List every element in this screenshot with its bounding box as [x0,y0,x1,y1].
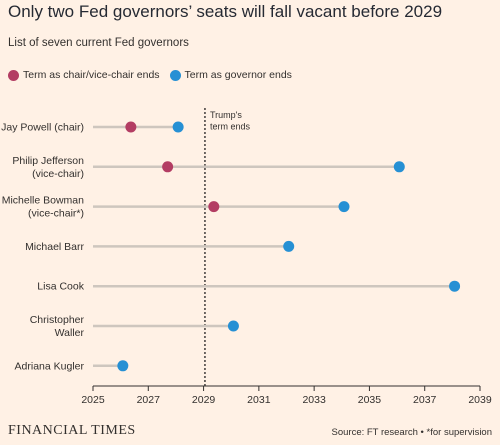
governor-term-dot [172,121,184,133]
governor-term-dot [117,360,129,372]
x-tick-label: 2027 [137,394,161,406]
governor-label: Michael Barr [25,241,84,253]
governor-term-dot [449,280,461,292]
x-tick-label: 2039 [468,394,492,406]
reference-line-label: Trump's [210,110,242,120]
governor-label: Philip Jefferson [12,155,84,167]
legend-chair-dot [8,69,19,81]
x-tick-label: 2033 [302,394,326,406]
chair-term-dot [162,161,174,173]
legend-chair-label: Term as chair/vice-chair ends [23,69,160,81]
chart-title: Only two Fed governors’ seats will fall … [8,2,443,21]
governor-label: Waller [55,327,85,339]
chair-term-dot [125,121,137,133]
x-tick-label: 2037 [413,394,437,406]
reference-line-label: term ends [210,122,251,132]
ft-logo: FINANCIAL TIMES [8,423,136,438]
legend-item-governor: Term as governor ends [169,69,292,81]
chart-subtitle: List of seven current Fed governors [8,37,189,49]
legend-governor-label: Term as governor ends [184,69,292,81]
governor-label: (vice-chair) [32,168,84,180]
governor-term-dot [338,201,350,213]
governor-term-dot [227,320,239,332]
governor-label: Michelle Bowman [2,195,84,207]
x-tick-label: 2025 [81,394,105,406]
governor-label: Jay Powell (chair) [1,122,84,134]
governor-label: Christopher [30,314,85,326]
chair-term-dot [208,201,220,213]
x-tick-label: 2035 [358,394,382,406]
x-tick-label: 2029 [192,394,216,406]
legend: Term as chair/vice-chair ends Term as go… [8,69,302,81]
governor-label: Adriana Kugler [15,360,85,372]
governor-term-dot [393,161,405,173]
x-tick-label: 2031 [247,394,271,406]
legend-item-chair: Term as chair/vice-chair ends [8,69,160,81]
source-note: Source: FT research • *for supervision [331,427,493,438]
governor-label: Lisa Cook [37,281,84,293]
legend-governor-dot [169,69,181,81]
governor-label: (vice-chair*) [28,208,84,220]
governor-term-dot [283,240,295,252]
